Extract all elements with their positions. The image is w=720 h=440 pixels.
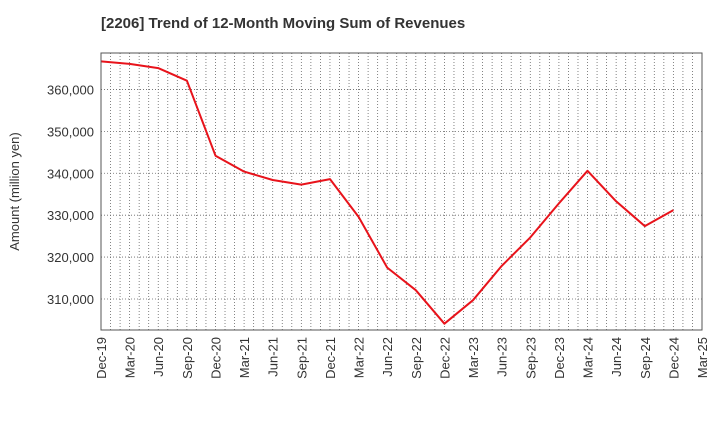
x-tick-label: Sep-23 bbox=[523, 337, 538, 379]
chart-title: [2206] Trend of 12-Month Moving Sum of R… bbox=[101, 15, 466, 32]
x-tick-label: Sep-22 bbox=[409, 337, 424, 379]
x-tick-label: Jun-21 bbox=[266, 337, 281, 377]
x-tick-label: Jun-22 bbox=[380, 337, 395, 377]
x-tick-label: Sep-24 bbox=[638, 337, 653, 379]
plot-frame bbox=[100, 52, 703, 331]
x-tick-label: Dec-20 bbox=[208, 337, 223, 379]
x-ticks: Dec-19 Mar-20 Jun-20 Sep-20 Dec-20 Mar-21 Jun-… bbox=[94, 337, 710, 379]
x-tick-label: Jun-23 bbox=[495, 337, 510, 377]
x-tick-label: Dec-19 bbox=[94, 337, 109, 379]
y-axis-label: Amount (million yen) bbox=[7, 132, 22, 251]
x-tick-label: Dec-23 bbox=[552, 337, 567, 379]
x-tick-label: Jun-24 bbox=[609, 337, 624, 377]
x-tick-label: Sep-20 bbox=[180, 337, 195, 379]
y-tick-label: 350,000 bbox=[47, 124, 94, 139]
x-tick-label: Mar-20 bbox=[123, 337, 138, 378]
x-tick-label: Dec-22 bbox=[437, 337, 452, 379]
x-tick-label: Mar-25 bbox=[695, 337, 710, 378]
x-tick-label: Sep-21 bbox=[294, 337, 309, 379]
y-ticks: 310,000 320,000 330,000 340,000 350,000 360,0… bbox=[47, 82, 94, 307]
series-layer bbox=[100, 60, 674, 325]
x-tick-label: Jun-20 bbox=[151, 337, 166, 377]
y-tick-label: 310,000 bbox=[47, 292, 94, 307]
x-tick-label: Mar-22 bbox=[352, 337, 367, 378]
series-line bbox=[100, 60, 674, 325]
grid bbox=[101, 53, 702, 330]
y-tick-label: 360,000 bbox=[47, 82, 94, 97]
x-tick-label: Mar-23 bbox=[466, 337, 481, 378]
x-tick-label: Dec-21 bbox=[323, 337, 338, 379]
y-tick-label: 340,000 bbox=[47, 166, 94, 181]
y-tick-label: 330,000 bbox=[47, 208, 94, 223]
x-tick-label: Mar-24 bbox=[581, 337, 596, 378]
x-tick-label: Mar-21 bbox=[237, 337, 252, 378]
x-tick-label: Dec-24 bbox=[666, 337, 681, 379]
y-tick-label: 320,000 bbox=[47, 250, 94, 265]
